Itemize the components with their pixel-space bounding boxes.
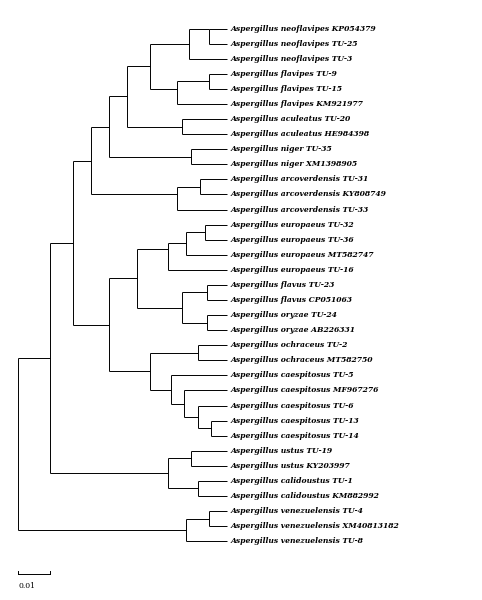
Text: Aspergillus caespitosus TU-6: Aspergillus caespitosus TU-6 bbox=[231, 401, 354, 410]
Text: Aspergillus ustus TU-19: Aspergillus ustus TU-19 bbox=[231, 447, 333, 455]
Text: Aspergillus ochraceus MT582750: Aspergillus ochraceus MT582750 bbox=[231, 356, 373, 364]
Text: 0.01: 0.01 bbox=[18, 582, 36, 590]
Text: Aspergillus arcoverdensis KY808749: Aspergillus arcoverdensis KY808749 bbox=[231, 190, 387, 199]
Text: Aspergillus arcoverdensis TU-33: Aspergillus arcoverdensis TU-33 bbox=[231, 206, 369, 214]
Text: Aspergillus oryzae TU-24: Aspergillus oryzae TU-24 bbox=[231, 311, 338, 319]
Text: Aspergillus europaeus MT582747: Aspergillus europaeus MT582747 bbox=[231, 251, 375, 259]
Text: Aspergillus neoflavipes KP054379: Aspergillus neoflavipes KP054379 bbox=[231, 25, 376, 32]
Text: Aspergillus caespitosus MF967276: Aspergillus caespitosus MF967276 bbox=[231, 386, 379, 394]
Text: Aspergillus niger XM1398905: Aspergillus niger XM1398905 bbox=[231, 160, 358, 169]
Text: Aspergillus niger TU-35: Aspergillus niger TU-35 bbox=[231, 145, 333, 153]
Text: Aspergillus oryzae AB226331: Aspergillus oryzae AB226331 bbox=[231, 326, 356, 334]
Text: Aspergillus arcoverdensis TU-31: Aspergillus arcoverdensis TU-31 bbox=[231, 175, 369, 184]
Text: Aspergillus flavus TU-23: Aspergillus flavus TU-23 bbox=[231, 281, 335, 289]
Text: Aspergillus calidoustus KM882992: Aspergillus calidoustus KM882992 bbox=[231, 492, 380, 500]
Text: Aspergillus flavipes KM921977: Aspergillus flavipes KM921977 bbox=[231, 100, 363, 108]
Text: Aspergillus ochraceus TU-2: Aspergillus ochraceus TU-2 bbox=[231, 341, 348, 349]
Text: Aspergillus europaeus TU-36: Aspergillus europaeus TU-36 bbox=[231, 236, 354, 244]
Text: Aspergillus flavipes TU-15: Aspergillus flavipes TU-15 bbox=[231, 85, 343, 93]
Text: Aspergillus ustus KY203997: Aspergillus ustus KY203997 bbox=[231, 462, 350, 470]
Text: Aspergillus venezuelensis TU-8: Aspergillus venezuelensis TU-8 bbox=[231, 537, 363, 545]
Text: Aspergillus neoflavipes TU-3: Aspergillus neoflavipes TU-3 bbox=[231, 55, 353, 63]
Text: Aspergillus europaeus TU-32: Aspergillus europaeus TU-32 bbox=[231, 221, 354, 229]
Text: Aspergillus venezuelensis TU-4: Aspergillus venezuelensis TU-4 bbox=[231, 507, 363, 515]
Text: Aspergillus flavus CP051063: Aspergillus flavus CP051063 bbox=[231, 296, 353, 304]
Text: Aspergillus caespitosus TU-14: Aspergillus caespitosus TU-14 bbox=[231, 431, 360, 440]
Text: Aspergillus aculeatus HE984398: Aspergillus aculeatus HE984398 bbox=[231, 130, 370, 138]
Text: Aspergillus neoflavipes TU-25: Aspergillus neoflavipes TU-25 bbox=[231, 40, 358, 47]
Text: Aspergillus venezuelensis XM40813182: Aspergillus venezuelensis XM40813182 bbox=[231, 522, 400, 530]
Text: Aspergillus aculeatus TU-20: Aspergillus aculeatus TU-20 bbox=[231, 115, 351, 123]
Text: Aspergillus caespitosus TU-5: Aspergillus caespitosus TU-5 bbox=[231, 371, 354, 379]
Text: Aspergillus flavipes TU-9: Aspergillus flavipes TU-9 bbox=[231, 70, 337, 78]
Text: Aspergillus caespitosus TU-13: Aspergillus caespitosus TU-13 bbox=[231, 416, 360, 425]
Text: Aspergillus europaeus TU-16: Aspergillus europaeus TU-16 bbox=[231, 266, 354, 274]
Text: Aspergillus calidoustus TU-1: Aspergillus calidoustus TU-1 bbox=[231, 477, 353, 485]
